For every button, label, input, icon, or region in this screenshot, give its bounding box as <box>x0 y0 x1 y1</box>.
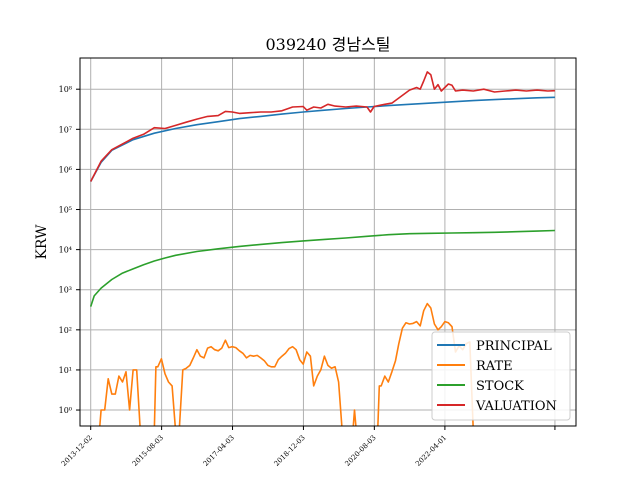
series-line-rate <box>178 339 343 426</box>
y-tick-label: 10⁰ <box>59 406 72 415</box>
y-tick-label: 10⁷ <box>59 125 72 134</box>
series-line-rate <box>153 358 177 426</box>
chart-title: 039240 경남스틸 <box>265 35 390 54</box>
y-axis-label: KRW <box>34 224 50 260</box>
legend: PRINCIPAL RATE STOCK VALUATION <box>431 331 571 421</box>
y-tick-label: 10¹ <box>59 366 72 375</box>
series-line-principal <box>89 96 555 182</box>
y-tick-label: 10⁵ <box>59 206 72 215</box>
y-tick-label: 10² <box>59 326 72 335</box>
y-tick-label: 10³ <box>59 286 72 295</box>
x-tick-label: 2017-04-03 <box>202 434 236 468</box>
x-tick-label: 2013-12-02 <box>60 434 94 468</box>
x-tick-label: 2018-12-03 <box>273 434 307 468</box>
x-tick-label: 2015-08-03 <box>131 434 165 468</box>
series-line-valuation <box>89 71 555 182</box>
legend-label-rate: RATE <box>476 359 513 374</box>
legend-box <box>431 331 571 421</box>
y-tick-label: 10⁶ <box>59 165 72 174</box>
series-line-stock <box>89 229 555 307</box>
x-tick-label: 2022-04-01 <box>414 434 448 468</box>
y-tick-label: 10⁴ <box>59 246 72 255</box>
legend-label-stock: STOCK <box>476 379 524 394</box>
y-tick-label: 10⁸ <box>59 85 72 94</box>
x-tick-label: 2020-08-03 <box>344 434 378 468</box>
legend-label-valuation: VALUATION <box>475 399 557 414</box>
legend-label-principal: PRINCIPAL <box>476 339 552 354</box>
series-line-rate <box>352 409 357 426</box>
plot-frame <box>79 57 577 427</box>
series-line-rate <box>99 369 141 426</box>
